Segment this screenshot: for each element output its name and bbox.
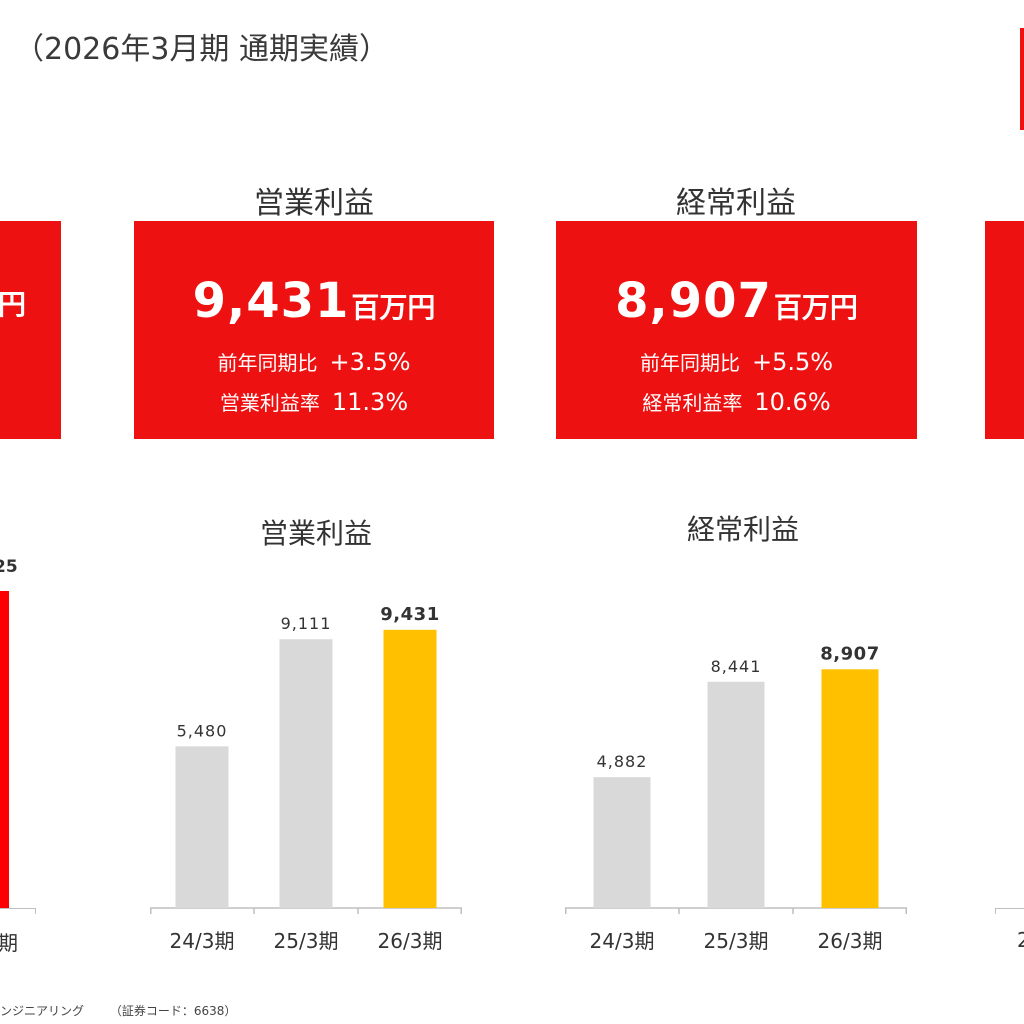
- kpi-yoy: 前年同期比 +5.5%: [556, 347, 917, 376]
- kpi-yoy-value: +3.5%: [329, 348, 411, 376]
- bar-value-label: 8,907: [820, 643, 879, 664]
- bar-25/3期: [279, 639, 333, 908]
- kpi-ratio-label: 経常利益率: [642, 391, 743, 415]
- partial-left-chart: 25 期: [0, 555, 40, 955]
- kpi-heading-operating-profit: 営業利益: [254, 186, 374, 221]
- partial-left-axis: [0, 908, 36, 909]
- chart-operating-profit: 5,480 24/3期 9,111 25/3期 9,431 26/3期: [150, 604, 462, 953]
- bar-value-label: 9,431: [380, 604, 439, 625]
- kpi-yoy-label: 前年同期比: [217, 351, 318, 375]
- partial-left-bar: [0, 591, 9, 908]
- kpi-yoy: 前年同期比 +3.5%: [134, 347, 494, 376]
- footer-stock-code: （証券コード：6638）: [109, 1004, 237, 1018]
- kpi-ratio: 営業利益率 11.3%: [134, 387, 494, 416]
- page-title: （2026年3月期 通期実績）: [14, 32, 389, 67]
- chart-title-operating-profit: 営業利益: [259, 517, 372, 550]
- category-label: 26/3期: [818, 929, 883, 953]
- kpi-value: 9,431: [192, 273, 350, 329]
- partial-left-axis-tick: [35, 908, 36, 914]
- bar-24/3期: [175, 746, 229, 908]
- bar-26/3期: [821, 669, 879, 908]
- kpi-unit: 百万円: [773, 291, 858, 324]
- bar-25/3期: [707, 681, 765, 908]
- kpi-box-partial-left: 円: [0, 221, 61, 439]
- kpi-value: 8,907: [615, 273, 772, 329]
- kpi-main-value: 9,431百万円: [134, 273, 494, 329]
- kpi-box-ordinary-profit: 8,907百万円 前年同期比 +5.5% 経常利益率 10.6%: [556, 221, 917, 439]
- kpi-yoy-value: +5.5%: [751, 348, 834, 376]
- kpi-unit-fragment: 円: [0, 288, 26, 321]
- chart-ordinary-profit: 4,882 24/3期 8,441 25/3期 8,907 26/3期: [565, 643, 907, 953]
- kpi-ratio-value: 10.6%: [754, 388, 831, 416]
- category-label: 25/3期: [704, 929, 769, 953]
- kpi-ratio-value: 11.3%: [331, 388, 409, 416]
- corner-accent: [1020, 28, 1024, 130]
- bar-value-label: 5,480: [177, 721, 228, 740]
- partial-right-axis: [995, 908, 1024, 909]
- kpi-ratio-label: 営業利益率: [219, 391, 320, 415]
- bar-26/3期: [383, 629, 437, 908]
- footer: ンジニアリング （証券コード：6638）: [0, 1002, 236, 1019]
- kpi-ratio: 経常利益率 10.6%: [556, 387, 917, 416]
- partial-right-chart: 2: [995, 890, 1024, 960]
- category-label: 24/3期: [590, 929, 655, 953]
- category-label: 26/3期: [378, 929, 443, 953]
- partial-left-category-label: 期: [0, 931, 18, 955]
- partial-right-axis-tick: [995, 908, 996, 914]
- bar-value-label: 8,441: [711, 657, 762, 676]
- kpi-box-operating-profit: 9,431百万円 前年同期比 +3.5% 営業利益率 11.3%: [134, 221, 494, 439]
- footer-company: ンジニアリング: [0, 1004, 85, 1018]
- category-label: 25/3期: [274, 929, 339, 953]
- kpi-unit: 百万円: [351, 291, 436, 324]
- partial-right-category-label: 2: [1017, 928, 1024, 952]
- partial-left-value-label: 25: [0, 557, 18, 577]
- kpi-heading-ordinary-profit: 経常利益: [676, 186, 796, 221]
- kpi-yoy-label: 前年同期比: [639, 351, 740, 375]
- bar-value-label: 9,111: [281, 614, 332, 633]
- bar-value-label: 4,882: [597, 752, 648, 771]
- bar-24/3期: [593, 777, 651, 908]
- kpi-main-value: 8,907百万円: [556, 273, 917, 329]
- chart-title-ordinary-profit: 経常利益: [686, 513, 799, 546]
- category-label: 24/3期: [170, 929, 235, 953]
- kpi-box-partial-right: [985, 221, 1024, 439]
